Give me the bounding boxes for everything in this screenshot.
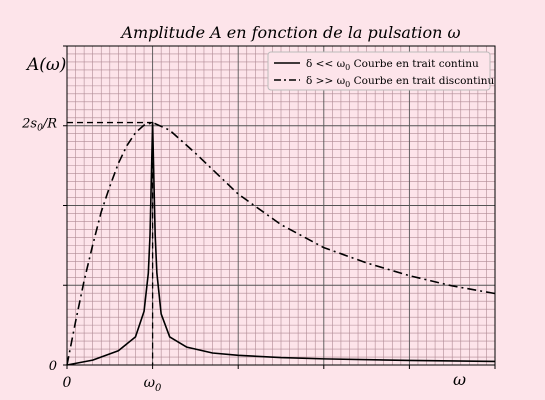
y-tick-label: 0 [49, 359, 57, 374]
series-line-solid [66, 121, 496, 366]
y-tick-label: 2s0/R [21, 117, 57, 134]
chart-title: Amplitude A en fonction de la pulsation … [119, 23, 460, 42]
x-tick-label: ω0 [144, 375, 162, 394]
x-axis-label: ω [453, 370, 466, 389]
x-tick-label: 0 [63, 375, 72, 391]
legend-label: δ << ω0 Courbe en trait continu [306, 58, 479, 72]
series-line-dashdot [66, 121, 496, 366]
y-axis-label: A(ω) [25, 55, 66, 75]
legend-label: δ >> ω0 Courbe en trait discontinu [306, 75, 494, 89]
legend-box [267, 51, 491, 91]
